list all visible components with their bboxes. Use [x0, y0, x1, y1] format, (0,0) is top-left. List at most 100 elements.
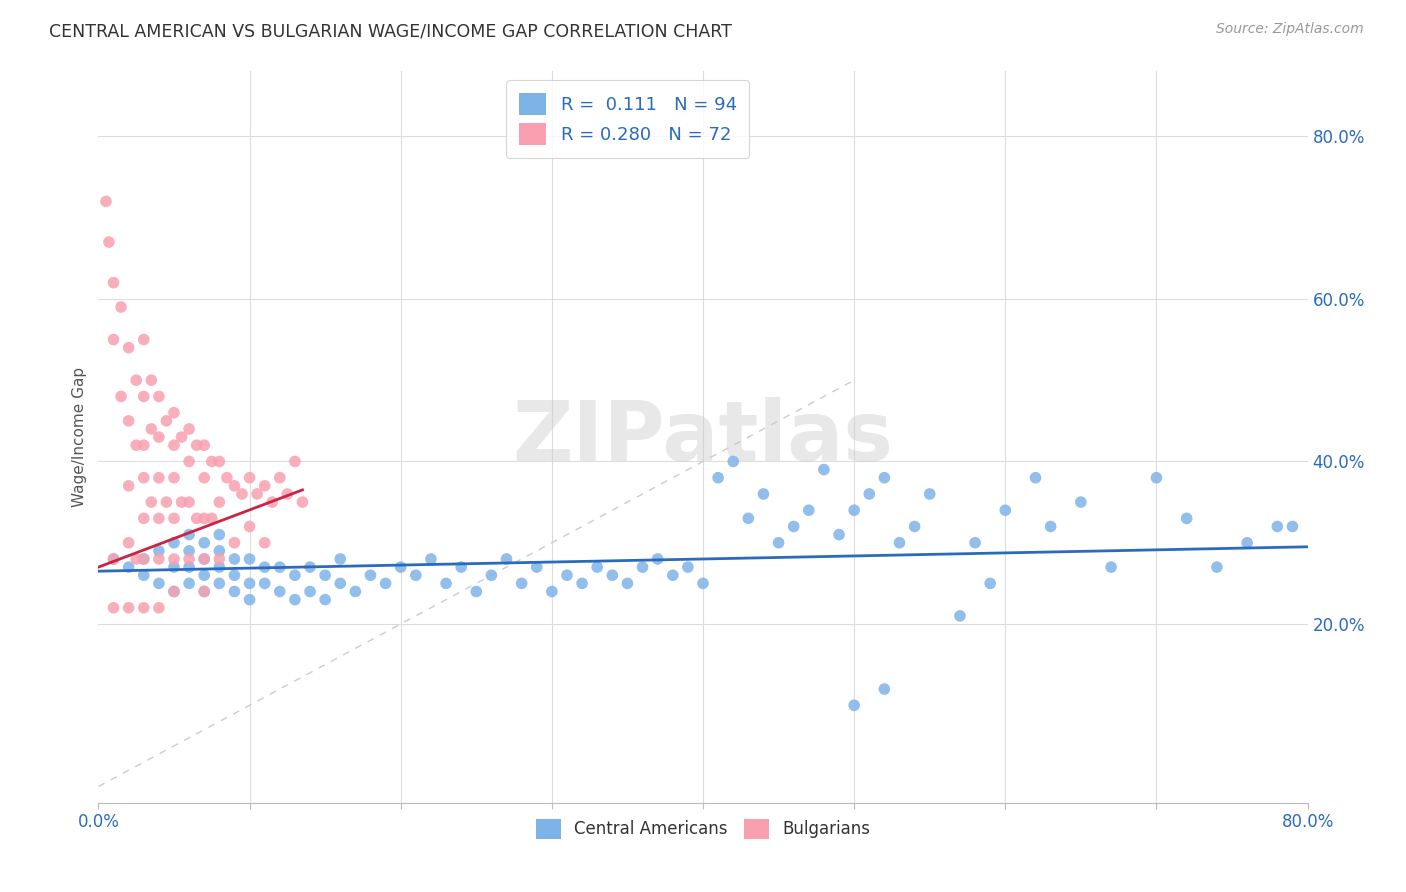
Point	[737, 511, 759, 525]
Point	[208, 527, 231, 541]
Point	[201, 454, 224, 468]
Point	[193, 584, 215, 599]
Point	[148, 544, 170, 558]
Point	[148, 389, 170, 403]
Point	[586, 560, 609, 574]
Point	[661, 568, 683, 582]
Point	[148, 600, 170, 615]
Point	[495, 552, 517, 566]
Point	[193, 568, 215, 582]
Point	[873, 681, 896, 696]
Point	[132, 333, 155, 347]
Point	[163, 552, 186, 566]
Point	[193, 584, 215, 599]
Legend: Central Americans, Bulgarians: Central Americans, Bulgarians	[529, 812, 877, 846]
Point	[676, 560, 699, 574]
Point	[723, 454, 745, 468]
Point	[1236, 535, 1258, 549]
Point	[253, 576, 276, 591]
Point	[994, 503, 1017, 517]
Point	[148, 471, 170, 485]
Point	[132, 600, 155, 615]
Point	[284, 568, 307, 582]
Point	[873, 471, 896, 485]
Point	[1267, 519, 1289, 533]
Point	[314, 568, 336, 582]
Point	[284, 592, 307, 607]
Point	[125, 373, 148, 387]
Point	[179, 576, 201, 591]
Point	[253, 535, 276, 549]
Point	[797, 503, 820, 517]
Point	[828, 527, 851, 541]
Point	[208, 560, 231, 574]
Point	[1144, 471, 1167, 485]
Point	[163, 535, 186, 549]
Point	[465, 584, 488, 599]
Point	[103, 552, 125, 566]
Point	[163, 560, 186, 574]
Point	[1206, 560, 1229, 574]
Point	[239, 592, 262, 607]
Point	[239, 552, 262, 566]
Point	[813, 462, 835, 476]
Point	[186, 438, 208, 452]
Point	[125, 438, 148, 452]
Point	[224, 584, 246, 599]
Point	[132, 438, 155, 452]
Point	[405, 568, 427, 582]
Point	[253, 479, 276, 493]
Point	[170, 495, 193, 509]
Point	[179, 552, 201, 566]
Text: ZIPatlas: ZIPatlas	[513, 397, 893, 477]
Point	[526, 560, 548, 574]
Point	[118, 535, 141, 549]
Point	[118, 414, 141, 428]
Point	[1175, 511, 1198, 525]
Point	[555, 568, 578, 582]
Point	[132, 568, 155, 582]
Point	[692, 576, 714, 591]
Point	[148, 552, 170, 566]
Point	[118, 600, 141, 615]
Point	[889, 535, 911, 549]
Point	[299, 560, 322, 574]
Point	[224, 535, 246, 549]
Text: CENTRAL AMERICAN VS BULGARIAN WAGE/INCOME GAP CORRELATION CHART: CENTRAL AMERICAN VS BULGARIAN WAGE/INCOM…	[49, 22, 733, 40]
Point	[163, 406, 186, 420]
Point	[239, 471, 262, 485]
Point	[389, 560, 412, 574]
Point	[155, 495, 177, 509]
Point	[360, 568, 382, 582]
Point	[193, 511, 215, 525]
Point	[98, 235, 121, 249]
Point	[201, 511, 224, 525]
Point	[918, 487, 941, 501]
Point	[215, 471, 238, 485]
Point	[269, 471, 291, 485]
Point	[103, 333, 125, 347]
Point	[276, 487, 298, 501]
Point	[253, 560, 276, 574]
Point	[239, 576, 262, 591]
Point	[783, 519, 806, 533]
Point	[103, 276, 125, 290]
Point	[125, 552, 148, 566]
Point	[103, 552, 125, 566]
Point	[163, 584, 186, 599]
Point	[141, 373, 163, 387]
Point	[284, 454, 307, 468]
Point	[179, 422, 201, 436]
Point	[1281, 519, 1303, 533]
Point	[1070, 495, 1092, 509]
Point	[904, 519, 927, 533]
Point	[1039, 519, 1062, 533]
Point	[269, 560, 291, 574]
Point	[1099, 560, 1122, 574]
Point	[148, 430, 170, 444]
Point	[374, 576, 396, 591]
Point	[540, 584, 562, 599]
Point	[246, 487, 269, 501]
Point	[163, 471, 186, 485]
Point	[110, 389, 132, 403]
